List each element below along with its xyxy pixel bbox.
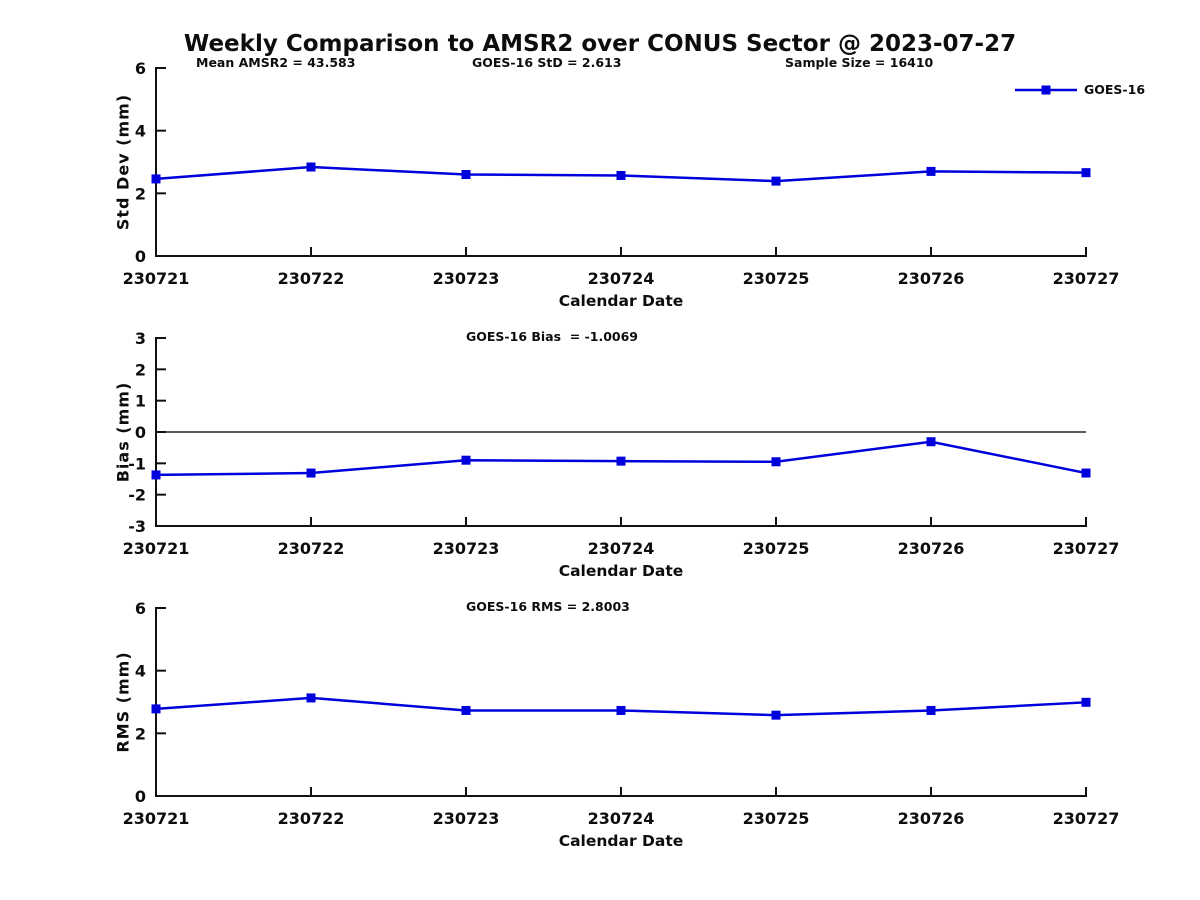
- data-point-marker: [461, 170, 471, 180]
- annotation-sample-size: Sample Size = 16410: [785, 55, 934, 70]
- data-point-marker: [461, 455, 471, 465]
- x-tick-label: 230721: [123, 539, 190, 558]
- x-tick-label: 230723: [433, 269, 500, 288]
- data-point-marker: [771, 457, 781, 467]
- x-tick-label: 230723: [433, 809, 500, 828]
- x-tick-label: 230726: [898, 269, 965, 288]
- x-tick-label: 230727: [1053, 269, 1120, 288]
- legend-marker-icon: [1041, 85, 1051, 94]
- x-tick-label: 230727: [1053, 539, 1120, 558]
- x-tick-label: 230726: [898, 539, 965, 558]
- x-tick-label: 230726: [898, 809, 965, 828]
- x-tick-label: 230722: [278, 539, 345, 558]
- data-point-marker: [771, 710, 781, 720]
- data-point-marker: [926, 166, 936, 176]
- data-point-marker: [1081, 697, 1091, 707]
- x-tick-label: 230724: [588, 809, 655, 828]
- data-point-marker: [151, 174, 161, 184]
- data-point-marker: [926, 437, 936, 447]
- x-tick-label: 230725: [743, 809, 810, 828]
- y-tick-label: 2: [135, 724, 146, 743]
- legend-label: GOES-16: [1084, 82, 1146, 97]
- y-tick-label: 4: [135, 662, 146, 681]
- data-point-marker: [771, 176, 781, 186]
- y-tick-label: 6: [135, 599, 146, 618]
- x-axis-label-3: Calendar Date: [558, 832, 684, 850]
- legend-line-sample: [1015, 85, 1077, 94]
- data-point-marker: [306, 693, 316, 703]
- y-tick-label: -1: [128, 454, 146, 473]
- y-tick-label: 1: [135, 392, 146, 411]
- data-point-marker: [461, 705, 471, 715]
- y-tick-label: 0: [135, 787, 146, 806]
- figure-title: Weekly Comparison to AMSR2 over CONUS Se…: [183, 31, 1017, 57]
- y-tick-label: 6: [135, 59, 146, 78]
- y-tick-label: -3: [128, 517, 146, 536]
- x-tick-label: 230724: [588, 539, 655, 558]
- x-axis-label-2: Calendar Date: [558, 562, 684, 580]
- data-point-marker: [151, 470, 161, 480]
- annotation-goes16-bias: GOES-16 Bias = -1.0069: [466, 329, 639, 344]
- x-axis-label-1: Calendar Date: [558, 292, 684, 310]
- x-tick-label: 230721: [123, 269, 190, 288]
- y-tick-label: 4: [135, 122, 146, 141]
- data-point-marker: [306, 468, 316, 478]
- data-point-marker: [1081, 468, 1091, 478]
- annotation-goes16-rms: GOES-16 RMS = 2.8003: [466, 599, 630, 614]
- x-tick-label: 230723: [433, 539, 500, 558]
- x-tick-label: 230725: [743, 269, 810, 288]
- legend: GOES-16: [1015, 82, 1145, 97]
- annotation-mean-amsr2: Mean AMSR2 = 43.583: [196, 55, 356, 70]
- y-tick-label: 2: [135, 184, 146, 203]
- x-tick-label: 230722: [278, 269, 345, 288]
- y-tick-label: 0: [135, 423, 146, 442]
- x-tick-label: 230725: [743, 539, 810, 558]
- x-tick-label: 230721: [123, 809, 190, 828]
- data-point-marker: [616, 705, 626, 715]
- x-tick-label: 230727: [1053, 809, 1120, 828]
- annotation-goes16-std: GOES-16 StD = 2.613: [472, 55, 622, 70]
- data-point-marker: [616, 456, 626, 466]
- data-point-marker: [926, 705, 936, 715]
- data-point-marker: [1081, 168, 1091, 178]
- y-tick-label: 2: [135, 360, 146, 379]
- x-tick-label: 230722: [278, 809, 345, 828]
- y-tick-label: 0: [135, 247, 146, 266]
- data-point-marker: [616, 170, 626, 180]
- y-tick-label: 3: [135, 329, 146, 348]
- data-point-marker: [306, 162, 316, 172]
- data-point-marker: [151, 704, 161, 714]
- y-tick-label: -2: [128, 486, 146, 505]
- x-tick-label: 230724: [588, 269, 655, 288]
